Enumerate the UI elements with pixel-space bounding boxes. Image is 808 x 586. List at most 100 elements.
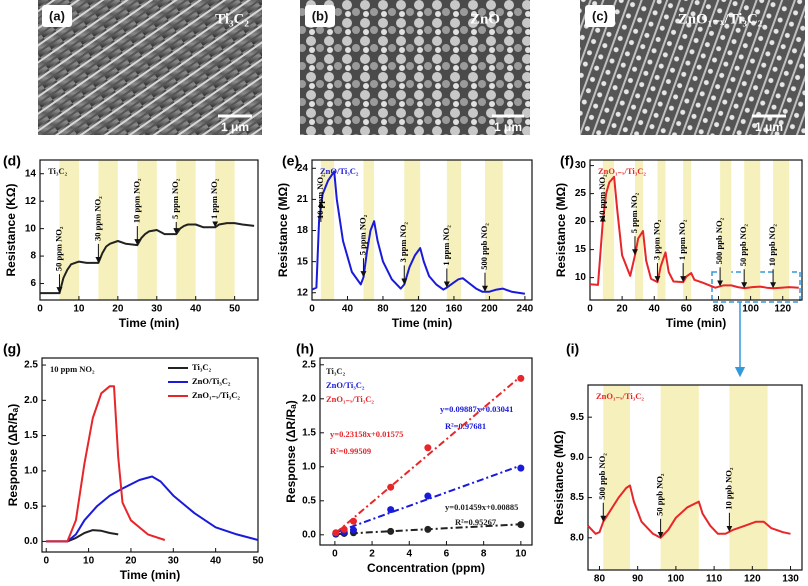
legend-label: ZnO/Ti₃C₂ [326, 380, 365, 390]
fit-line [335, 464, 522, 534]
data-point [332, 529, 340, 537]
exposure-band [657, 160, 666, 300]
x-tick-label: 120 [744, 574, 761, 585]
legend-label: ZnO₁₋ₓ/Ti₃C₂ [326, 394, 374, 404]
x-tick-label: 120 [410, 304, 427, 315]
y-tick-label: 15 [297, 256, 309, 267]
fit-equation: y=0.09887x+0.03041 [440, 404, 513, 414]
y-tick-label: 2.0 [24, 395, 38, 406]
x-tick-label: 160 [446, 304, 463, 315]
data-point [424, 525, 432, 533]
x-tick-label: 10 [83, 556, 95, 567]
y-tick-label: 2.5 [302, 359, 316, 370]
exposure-band [720, 160, 732, 300]
y-tick-label: 12 [297, 287, 309, 298]
x-tick-label: 4 [406, 549, 412, 560]
x-tick-label: 0 [37, 304, 43, 315]
x-tick-label: 40 [342, 304, 354, 315]
annotation: 500 ppb NO₂ [597, 453, 607, 500]
annotation: 5 ppm NO₂ [629, 192, 639, 233]
chart-title: 10 ppm NO₂ [50, 364, 95, 374]
y-tick-label: 0.0 [24, 536, 38, 547]
annotation: 5 ppm NO₂ [357, 214, 367, 255]
exposure-band [484, 160, 503, 300]
x-tick-label: 90 [632, 574, 644, 585]
y-tick-label: 0.5 [24, 501, 38, 512]
annotation: 50 ppb NO₂ [738, 224, 748, 267]
image-caption: Ti₃C₂ [215, 11, 249, 27]
x-tick-label: 20 [112, 304, 124, 315]
x-tick-label: 80 [377, 304, 389, 315]
x-tick-label: 80 [594, 574, 606, 585]
x-tick-label: 50 [252, 556, 264, 567]
x-tick-label: 20 [617, 304, 629, 315]
annotation: 1 ppm NO₂ [441, 225, 451, 266]
fit-r2: R²=0.99509 [330, 446, 371, 456]
image [38, 0, 262, 135]
y-tick-label: 9.5 [570, 412, 584, 423]
series-line [46, 385, 166, 543]
panel-label: (g) [3, 341, 21, 357]
chart-panel: 0 2 4 6 8 10 0.0 0.5 1.0 1.5 2.0 2.5 Concentration (… [284, 341, 533, 575]
data-point [424, 444, 432, 452]
y-tick-label: 9.0 [570, 452, 584, 463]
annotation: 500 ppb NO₂ [479, 223, 489, 270]
x-axis-label: Time (min) [119, 316, 179, 330]
fit-equation: y=0.01459x+0.00885 [445, 502, 518, 512]
chart-title: Ti₃C₂ [48, 166, 68, 176]
legend-label: Ti₃C₂ [326, 366, 346, 376]
image-caption: ZnO [470, 11, 500, 27]
x-tick-label: 80 [713, 304, 725, 315]
annotation: 1 ppm NO₂ [677, 219, 687, 260]
y-tick-label: 1.5 [302, 427, 316, 438]
data-point [349, 526, 357, 534]
fit-r2: R²=0.97681 [445, 421, 486, 431]
x-tick-label: 10 [515, 549, 527, 560]
data-point [517, 521, 525, 529]
annotation: 1 ppm NO₂ [209, 178, 219, 219]
x-tick-label: 100 [668, 574, 685, 585]
chart-panel: 0 20 40 60 80 100 120 10 15 20 25 30 Time (min) Resis… [554, 153, 803, 330]
x-axis-label: Time (min) [120, 568, 180, 582]
legend-label: ZnO₁₋ₓ/Ti₃C₂ [192, 390, 240, 400]
y-tick-label: 0.5 [302, 495, 316, 506]
y-tick-label: 1.0 [302, 461, 316, 472]
annotation: 30 ppm NO₂ [92, 196, 102, 241]
data-point [424, 492, 432, 500]
data-point [349, 517, 357, 525]
panel-label: (e) [282, 153, 299, 169]
exposure-band [215, 160, 235, 300]
sem-image-c: (c) ZnO₁₋ₓ/Ti₃C₂ 1 μm [580, 0, 805, 135]
plot-frame [39, 159, 259, 301]
y-tick-label: 10 [25, 223, 37, 234]
label-box [305, 5, 335, 27]
y-tick-label: 15 [575, 244, 587, 255]
series-line [587, 484, 791, 539]
exposure-band [602, 160, 615, 300]
y-tick-label: 25 [575, 188, 587, 199]
x-axis-label: Time (min) [392, 316, 452, 330]
x-axis-label: Time (min) [666, 316, 726, 330]
panel-label: (b) [312, 8, 329, 23]
exposure-band [660, 385, 699, 570]
y-tick-label: 10 [575, 272, 587, 283]
x-tick-label: 0 [332, 549, 338, 560]
exposure-band [729, 385, 768, 570]
image [300, 0, 530, 135]
y-tick-label: 0.0 [302, 529, 316, 540]
chart-panel: 0 40 80 120 160 200 240 12 15 18 21 24 Time (min) Res… [276, 153, 534, 330]
exposure-band [98, 160, 118, 300]
scale-label: 1 μm [494, 120, 522, 134]
y-axis-label: Resistance (MΩ) [552, 430, 566, 524]
exposure-band [320, 160, 335, 300]
chart-title: ZnO₁₋ₓ/Ti₃C₂ [596, 391, 644, 401]
scale-label: 1 μm [221, 120, 249, 134]
annotation: 10 ppb NO₂ [723, 467, 733, 510]
image [580, 0, 805, 135]
annotation: 10 ppm NO₂ [315, 174, 325, 219]
x-tick-label: 10 [73, 304, 85, 315]
annotation: 50 ppb NO₂ [655, 473, 665, 516]
data-point [340, 525, 348, 533]
y-axis-label: Resistance (MΩ) [276, 183, 290, 277]
